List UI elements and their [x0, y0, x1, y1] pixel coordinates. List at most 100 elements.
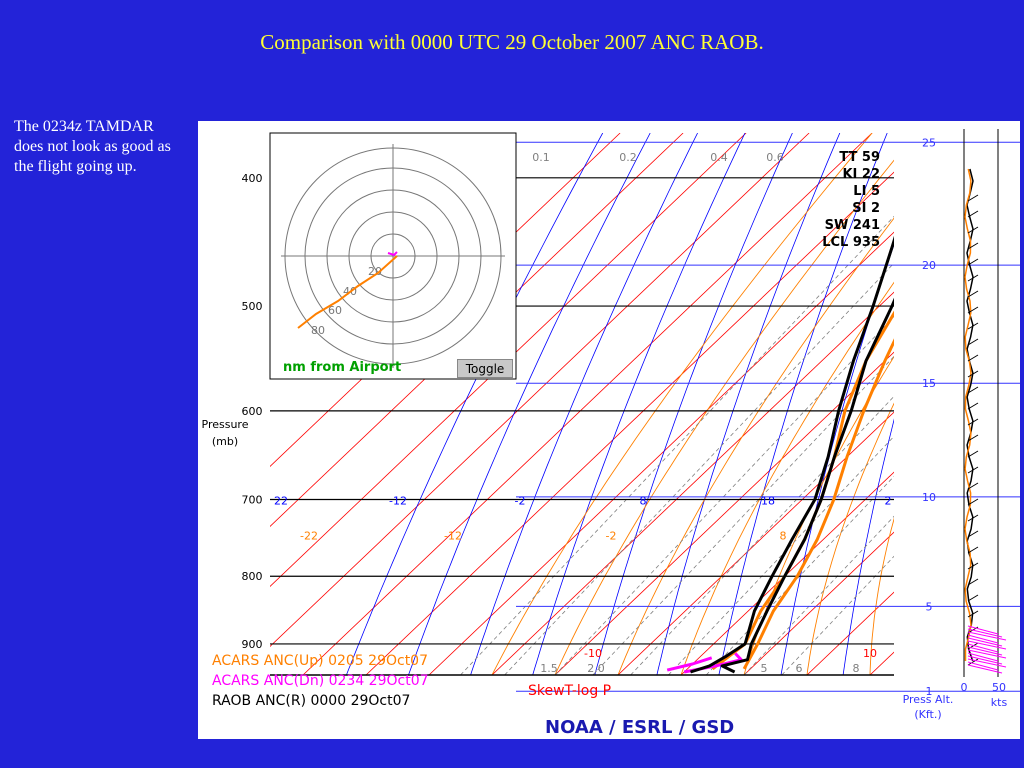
wind-barb-down — [967, 664, 1003, 674]
wind-barb — [967, 610, 979, 618]
moist-adiabat-line — [554, 159, 894, 675]
height-tick-label: 15 — [922, 377, 936, 390]
stability-index: LCL 935 — [822, 235, 880, 250]
wind-profile-acars — [964, 168, 972, 661]
isotherm-line — [554, 351, 894, 675]
height-tick-label: 20 — [922, 259, 936, 272]
isotherm-label: 10 — [863, 647, 877, 660]
wind-barb — [967, 530, 979, 538]
pressure-tick-label: 600 — [242, 405, 263, 418]
mixing-ratio-label: 0.1 — [532, 151, 550, 164]
stability-index: TT 59 — [839, 150, 880, 165]
pressure-tick-label: 800 — [242, 570, 263, 583]
wind-barb-down — [967, 655, 1003, 665]
mixing-ratio-label: 8 — [853, 662, 860, 675]
wind-barb-down — [967, 625, 999, 635]
wind-barb — [967, 210, 979, 218]
isotherm-line — [806, 591, 894, 675]
profile-temperature-line — [742, 338, 894, 670]
wind-barb — [967, 482, 979, 490]
dry-adiabat-line — [408, 133, 651, 675]
stability-index: KI 22 — [842, 167, 880, 182]
dry-adiabat-label: 18 — [761, 494, 775, 507]
wind-barb-down — [967, 658, 1007, 668]
wind-barb — [967, 370, 979, 378]
wind-barb — [967, 258, 979, 266]
dry-adiabat-line — [842, 418, 894, 675]
wind-profile-raob — [966, 168, 974, 662]
wind-barb-down — [967, 628, 1003, 638]
inset-caption: nm from Airport — [283, 360, 401, 375]
wind-barb-down — [967, 637, 1003, 647]
isotherm-label: -10 — [584, 647, 602, 660]
wind-barb — [967, 306, 979, 314]
legend-entry: RAOB ANC(R) 0000 29Oct07 — [212, 693, 410, 709]
moist-adiabat-line — [491, 133, 873, 675]
flight-track-down — [387, 251, 398, 257]
height-axis-unit: (Kft.) — [914, 708, 941, 721]
mixing-ratio-label: 0.4 — [710, 151, 728, 164]
dry-adiabat-label: 22 — [274, 494, 288, 507]
mixing-ratio-line — [504, 262, 894, 675]
isotherm-line — [270, 133, 684, 527]
isotherm-line — [365, 171, 894, 675]
stability-index: SW 241 — [825, 218, 880, 233]
dry-adiabat-line — [594, 133, 793, 675]
wind-barb — [967, 498, 979, 506]
dry-adiabat-line — [470, 133, 698, 675]
wind-barb — [967, 418, 979, 426]
legend-entry: ACARS ANC(Dn) 0234 29Oct07 — [212, 673, 429, 689]
wind-barb — [967, 546, 979, 554]
credit-label: NOAA / ESRL / GSD — [545, 717, 734, 738]
wind-barb-down — [967, 643, 999, 653]
mixing-ratio-label: 0.2 — [619, 151, 637, 164]
moist-adiabat-label: 8 — [780, 529, 787, 542]
profile-dewpoint-line — [690, 235, 894, 674]
dry-adiabat-line — [967, 133, 1020, 675]
dry-adiabat-line — [656, 133, 841, 675]
dry-adiabat-label: -12 — [389, 494, 407, 507]
pressure-tick-label: 700 — [242, 493, 263, 506]
wind-barb-down — [967, 640, 1007, 650]
wind-barb — [967, 658, 979, 666]
pressure-tick-label: 500 — [242, 300, 263, 313]
wind-barb-down — [967, 634, 999, 644]
wind-barb — [967, 242, 979, 250]
mixing-ratio-label: 5 — [761, 662, 768, 675]
wind-barb — [967, 466, 979, 474]
isotherm-line — [491, 291, 894, 675]
dry-adiabat-label: 8 — [640, 494, 647, 507]
range-ring-label: 80 — [311, 324, 325, 337]
dry-adiabat-line — [718, 133, 888, 675]
isotherm-line — [617, 411, 894, 675]
pressure-axis-label: Pressure — [202, 418, 249, 431]
wind-barb-down — [967, 649, 1007, 659]
dry-adiabat-label: 2 — [885, 494, 892, 507]
wind-barb — [967, 194, 979, 202]
mixing-ratio-line — [630, 395, 894, 675]
height-tick-label: 10 — [922, 491, 936, 504]
dry-adiabat-line — [905, 133, 1020, 675]
wind-barb — [967, 226, 979, 234]
isotherm-line — [428, 231, 894, 675]
skewt-panel: 20 40 60 80 nm from Airport 400 500 600 700 800 9… — [198, 121, 1020, 739]
moist-adiabat-line — [869, 517, 894, 675]
wind-barb-down — [967, 646, 1003, 656]
pressure-tick-label: 400 — [242, 172, 263, 185]
moist-adiabat-label: -2 — [606, 529, 617, 542]
mixing-ratio-line — [554, 315, 894, 675]
legend-entry: ACARS ANC(Up) 0205 29Oct07 — [212, 653, 428, 669]
toggle-button[interactable]: Toggle — [457, 359, 513, 378]
mixing-ratio-label: 2.0 — [587, 662, 605, 675]
wind-barb — [967, 402, 979, 410]
moist-adiabat-line — [680, 281, 894, 675]
moist-adiabat-line — [806, 402, 894, 675]
wind-barb — [967, 290, 979, 298]
background-lines — [270, 133, 1020, 675]
isotherm-line — [270, 133, 621, 467]
wind-tick-label: 50 — [992, 681, 1006, 694]
slide-note: The 0234z TAMDAR does not look as good a… — [14, 118, 171, 175]
wind-barb — [967, 562, 979, 570]
range-ring-label: 20 — [368, 265, 382, 278]
wind-barb — [967, 578, 979, 586]
